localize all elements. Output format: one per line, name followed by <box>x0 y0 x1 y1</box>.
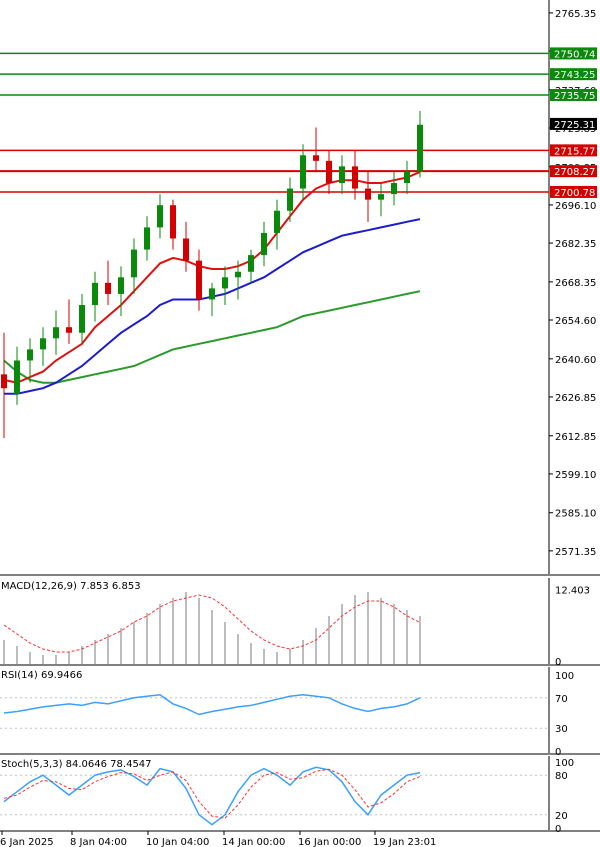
resistance-level-box <box>550 88 597 101</box>
stoch-signal-line <box>3 768 421 819</box>
candle-up <box>53 327 59 339</box>
candle-up <box>131 249 137 278</box>
resistance-level-label: 2750.74 <box>554 49 595 60</box>
price-tick-label: 2668.35 <box>555 278 596 289</box>
candle-up <box>248 255 254 272</box>
rsi-axis-label: 0 <box>555 747 561 758</box>
candle-down <box>196 260 202 300</box>
candle-up <box>287 188 293 211</box>
rsi-label: RSI(14) 69.9466 <box>1 670 82 681</box>
price-tick-label: 2571.35 <box>555 547 596 558</box>
price-tick-label: 2682.35 <box>555 239 596 250</box>
stoch-axis-label: 20 <box>555 811 568 822</box>
price-tick-label: 2585.10 <box>555 509 596 520</box>
rsi-panel: RSI(14) 69.9466 100 70 30 0 <box>0 667 574 758</box>
support-level-box <box>550 144 597 157</box>
candle-down <box>313 155 319 161</box>
time-tick-label: 10 Jan 04:00 <box>146 837 209 847</box>
stoch-main-line <box>3 766 421 826</box>
candle-up <box>92 282 98 306</box>
candle-up <box>209 288 215 300</box>
candle-up <box>40 338 46 350</box>
support-level-box <box>550 165 597 178</box>
stoch-axis-label: 0 <box>555 824 561 835</box>
candle-up <box>27 349 33 361</box>
time-tick-label: 16 Jan 00:00 <box>298 837 361 847</box>
candle-up <box>339 166 345 184</box>
candle-up <box>274 210 280 233</box>
macd-signal-line <box>3 594 421 653</box>
support-level-label: 2700.78 <box>554 188 595 199</box>
candle-down <box>352 166 358 189</box>
candle-down <box>170 205 176 239</box>
price-tick-label: 2696.10 <box>555 201 596 212</box>
candle-up <box>235 271 241 278</box>
resistance-level-box <box>550 68 597 81</box>
time-tick-label: 8 Jan 04:00 <box>70 837 127 847</box>
candle-down <box>326 160 332 184</box>
candle-up <box>378 194 384 200</box>
price-panel: 2765.352751.602737.602723.852709.852696.… <box>0 0 600 755</box>
rsi-axis-label: 30 <box>555 724 568 735</box>
candle-down <box>365 188 371 200</box>
rsi-axis-label: 70 <box>555 694 568 705</box>
stoch-axis-label: 100 <box>555 758 574 769</box>
time-tick-label: 14 Jan 00:00 <box>222 837 285 847</box>
candle-up <box>391 183 397 195</box>
price-tick-label: 2626.85 <box>555 393 596 404</box>
candle-down <box>105 282 111 294</box>
candle-up <box>79 305 85 333</box>
time-tick-label: 19 Jan 23:01 <box>373 837 436 847</box>
price-tick-label: 2654.60 <box>555 316 596 327</box>
macd-axis-label: 12.403 <box>555 586 590 597</box>
resistance-level-label: 2743.25 <box>554 70 595 81</box>
candle-up <box>14 360 20 394</box>
stoch-panel: Stoch(5,3,3) 84.0646 78.4547 100 80 20 0 <box>0 756 574 835</box>
candle-up <box>118 277 124 294</box>
support-level-box <box>550 185 597 198</box>
time-axis: 6 Jan 2025 8 Jan 04:00 10 Jan 04:00 14 Jan … <box>0 830 600 847</box>
candle-down <box>183 238 189 261</box>
price-tick-label: 2599.10 <box>555 470 596 481</box>
candle-up <box>417 124 423 172</box>
rsi-axis-label: 100 <box>555 671 574 682</box>
current-price-label: 2725.31 <box>554 120 595 131</box>
candle-down <box>1 374 7 389</box>
price-tick-label: 2765.35 <box>555 9 596 20</box>
stoch-label: Stoch(5,3,3) 84.0646 78.4547 <box>1 759 152 770</box>
candle-up <box>157 205 163 228</box>
resistance-level-label: 2735.75 <box>554 91 595 102</box>
support-level-label: 2715.77 <box>554 146 595 157</box>
current-price-box <box>550 117 597 130</box>
stoch-axis-label: 80 <box>555 771 568 782</box>
time-tick-label: 6 Jan 2025 <box>0 837 54 847</box>
macd-label: MACD(12,26,9) 7.853 6.853 <box>1 581 141 592</box>
candle-up <box>144 227 150 250</box>
candle-up <box>300 155 306 189</box>
candle-down <box>66 327 72 333</box>
support-level-label: 2708.27 <box>554 167 595 178</box>
rsi-line <box>3 694 421 716</box>
candle-up <box>222 277 228 289</box>
price-tick-label: 2640.60 <box>555 355 596 366</box>
candle-up <box>404 171 410 184</box>
candle-up <box>261 232 267 256</box>
resistance-level-box <box>550 47 597 60</box>
macd-panel: MACD(12,26,9) 7.853 6.853 12.403 0 <box>1 578 590 668</box>
moving-average-slow <box>3 290 421 384</box>
macd-axis-label: 0 <box>555 657 561 668</box>
price-tick-label: 2612.85 <box>555 432 596 443</box>
moving-average-fast <box>3 170 421 384</box>
